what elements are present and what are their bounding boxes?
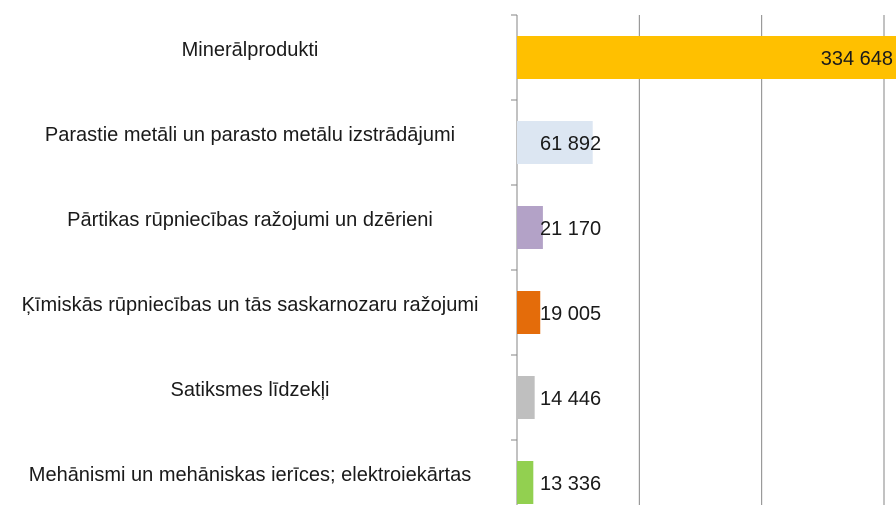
value-label: 61 892 — [540, 133, 601, 155]
category-label: Mehānismi un mehāniskas ierīces; elektro… — [28, 463, 472, 486]
bar — [517, 291, 541, 334]
bar — [517, 461, 534, 504]
value-label: 14 446 — [540, 388, 601, 410]
category-label: Minerālprodukti — [181, 38, 319, 61]
value-label: 13 336 — [540, 473, 601, 495]
category-label: Ķīmiskās rūpniecības un tās saskarnozaru… — [21, 293, 479, 316]
category-label: Satiksmes līdzekļi — [170, 378, 330, 401]
bar — [517, 36, 896, 79]
category-label: Parastie metāli un parasto metālu izstrā… — [44, 123, 456, 146]
value-label: 19 005 — [540, 303, 601, 325]
value-label: 21 170 — [540, 218, 601, 240]
value-label: 334 648 — [821, 48, 893, 70]
bar — [517, 376, 535, 419]
bar — [517, 121, 593, 164]
category-label: Pārtikas rūpniecības ražojumi un dzērien… — [67, 208, 433, 231]
bar — [517, 206, 543, 249]
